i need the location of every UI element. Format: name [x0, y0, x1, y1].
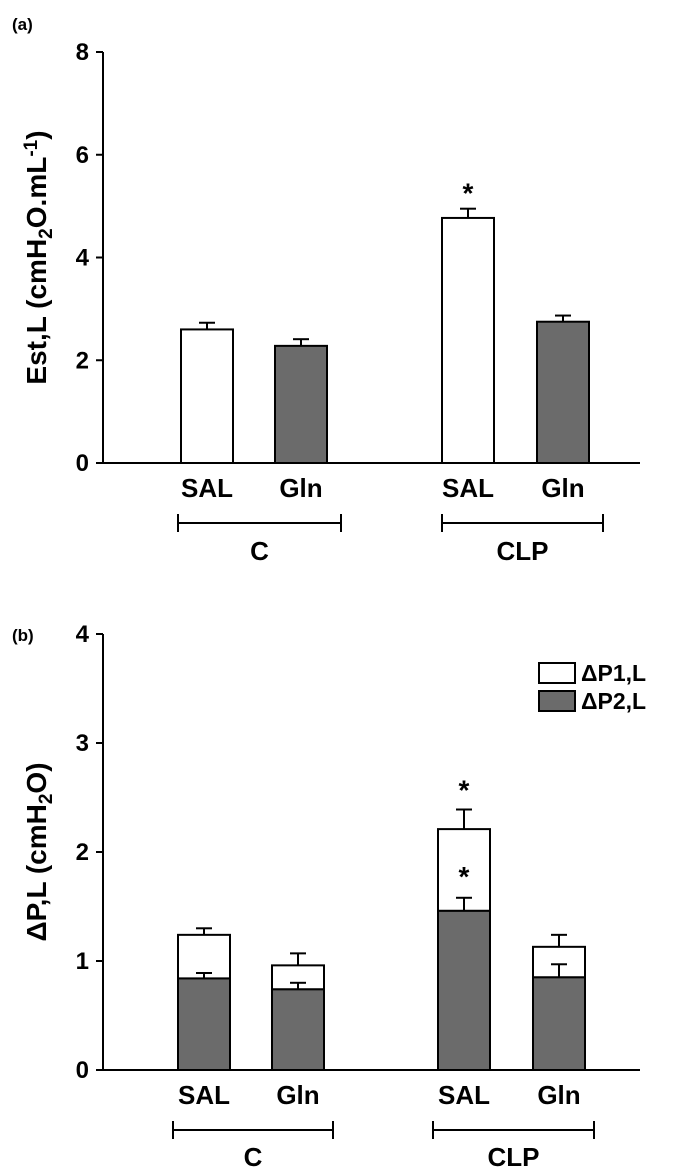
significance-marker: *	[463, 178, 474, 209]
x-tick-label: Gln	[276, 1080, 319, 1110]
y-axis-label-part: 2	[36, 228, 57, 239]
legend-label: ΔP1,L	[581, 660, 646, 686]
panel-label: (a)	[12, 15, 33, 34]
y-tick-label: 4	[76, 621, 90, 648]
legend-swatch	[538, 690, 576, 712]
y-axis-label-part: )	[21, 130, 52, 139]
bar-segment-dp2	[532, 976, 586, 1071]
bar	[536, 320, 590, 464]
y-axis-label-part: 2	[36, 794, 57, 805]
x-tick-label: SAL	[438, 1080, 490, 1110]
y-tick-label: 1	[76, 948, 89, 975]
x-tick-label: Gln	[537, 1080, 580, 1110]
y-tick-label: 4	[76, 245, 90, 272]
x-tick-label: SAL	[178, 1080, 230, 1110]
y-axis-label-part: ΔP,L (cmH	[21, 804, 52, 941]
y-tick-label: 2	[76, 839, 89, 866]
group-label: CLP	[497, 536, 549, 566]
bar	[274, 344, 328, 464]
panel-label: (b)	[12, 626, 34, 645]
x-tick-label: SAL	[181, 473, 233, 503]
bar-segment-dp1	[177, 933, 231, 980]
x-tick-label: Gln	[541, 473, 584, 503]
x-tick-label: Gln	[279, 473, 322, 503]
y-axis-label-part: O)	[21, 762, 52, 793]
bar-segment-dp2	[271, 988, 325, 1072]
y-tick-label: 8	[76, 39, 89, 66]
bar	[180, 328, 234, 464]
y-tick-label: 3	[76, 730, 89, 757]
y-axis-label: Est,L (cmH2O.mL-1)	[21, 130, 57, 384]
bar-segment-dp2	[177, 977, 231, 1071]
group-label: C	[250, 536, 269, 566]
bar-segment-dp2	[437, 909, 491, 1071]
y-tick-label: 2	[76, 347, 89, 374]
significance-marker: *	[459, 774, 470, 805]
y-tick-label: 0	[76, 1057, 89, 1084]
legend-swatch	[538, 662, 576, 684]
x-tick-label: SAL	[442, 473, 494, 503]
y-axis-label: ΔP,L (cmH2O)	[21, 762, 57, 941]
y-tick-label: 0	[76, 450, 89, 477]
y-tick-label: 6	[76, 142, 89, 169]
y-axis-label-part: -1	[21, 139, 42, 156]
significance-marker: *	[459, 861, 470, 892]
group-label: CLP	[488, 1142, 540, 1172]
bar-segment-dp1	[437, 828, 491, 912]
legend-label: ΔP2,L	[581, 688, 646, 714]
group-label: C	[244, 1142, 263, 1172]
y-axis-label-part: O.mL	[21, 157, 52, 229]
bar	[441, 216, 495, 464]
y-axis-label-part: Est,L (cmH	[21, 239, 52, 385]
